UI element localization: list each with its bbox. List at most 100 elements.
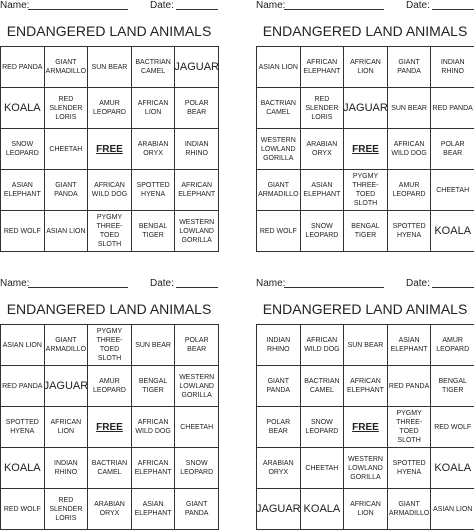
- bingo-cell: ASIAN LION: [430, 488, 474, 530]
- bingo-cell: AFRICAN ELEPHANT: [174, 169, 219, 211]
- date-line: [432, 287, 474, 288]
- bingo-cell: RED PANDA: [0, 46, 45, 88]
- bingo-cell: SNOW LEOPARD: [299, 406, 345, 448]
- bingo-cell: RED SLENDER LORIS: [43, 488, 89, 530]
- bingo-cell: AFRICAN ELEPHANT: [299, 46, 345, 88]
- bingo-cell: AFRICAN WILD DOG: [386, 128, 432, 170]
- bingo-cell: PYGMY THREE-TOED SLOTH: [386, 406, 432, 448]
- bingo-cell: BENGAL TIGER: [130, 365, 176, 407]
- bingo-cell: SNOW LEOPARD: [174, 447, 219, 489]
- bingo-cell: KOALA: [430, 210, 474, 252]
- bingo-cell: PYGMY THREE-TOED SLOTH: [87, 210, 132, 252]
- bingo-cell: SPOTTED HYENA: [130, 169, 176, 211]
- bingo-cell: SPOTTED HYENA: [0, 406, 45, 448]
- bingo-cell: POLAR BEAR: [174, 324, 219, 366]
- date-label: Date:: [406, 0, 430, 11]
- bingo-cell: WESTERN LOWLAND GORILLA: [343, 447, 388, 489]
- bingo-cell: WESTERN LOWLAND GORILLA: [174, 210, 219, 252]
- card-title: ENDANGERED LAND ANIMALS: [262, 301, 468, 317]
- date-line: [176, 9, 218, 10]
- bingo-cell: KOALA: [299, 488, 345, 530]
- bingo-cell: RED WOLF: [0, 488, 45, 530]
- bingo-cell: SUN BEAR: [130, 324, 176, 366]
- date-label: Date:: [406, 278, 430, 289]
- bingo-cell: AFRICAN WILD DOG: [130, 406, 176, 448]
- date-label: Date:: [150, 278, 174, 289]
- bingo-cell: BENGAL TIGER: [343, 210, 388, 252]
- bingo-cell: KOALA: [0, 87, 45, 129]
- bingo-cell: FREE: [87, 128, 132, 170]
- bingo-cell: AFRICAN LION: [343, 46, 388, 88]
- bingo-cell: AFRICAN LION: [130, 87, 176, 129]
- bingo-cell: BACTRIAN CAMEL: [299, 365, 345, 407]
- bingo-cell: PYGMY THREE-TOED SLOTH: [87, 324, 132, 366]
- name-line: [284, 9, 384, 10]
- bingo-cell: GIANT PANDA: [174, 488, 219, 530]
- bingo-cell: SNOW LEOPARD: [0, 128, 45, 170]
- card-title: ENDANGERED LAND ANIMALS: [6, 23, 212, 39]
- bingo-cell: AFRICAN LION: [43, 406, 89, 448]
- bingo-cell: PYGMY THREE-TOED SLOTH: [343, 169, 388, 211]
- bingo-cell: POLAR BEAR: [430, 128, 474, 170]
- bingo-cell: KOALA: [0, 447, 45, 489]
- bingo-cell: SNOW LEOPARD: [299, 210, 345, 252]
- card-title: ENDANGERED LAND ANIMALS: [262, 23, 468, 39]
- bingo-cell: GIANT PANDA: [256, 365, 301, 407]
- bingo-cell: GIANT ARMADILLO: [43, 324, 89, 366]
- bingo-cell: FREE: [343, 128, 388, 170]
- bingo-cell: RED PANDA: [386, 365, 432, 407]
- bingo-cell: GIANT PANDA: [43, 169, 89, 211]
- bingo-cell: BENGAL TIGER: [430, 365, 474, 407]
- bingo-cell: GIANT ARMADILLO: [386, 488, 432, 530]
- name-label: Name:: [0, 278, 30, 289]
- bingo-cell: SUN BEAR: [87, 46, 132, 88]
- name-label: Name:: [256, 0, 286, 11]
- bingo-cell: RED WOLF: [0, 210, 45, 252]
- bingo-cell: FREE: [343, 406, 388, 448]
- bingo-cell: ARABIAN ORYX: [87, 488, 132, 530]
- bingo-cell: AMUR LEOPARD: [386, 169, 432, 211]
- bingo-cell: ASIAN LION: [0, 324, 45, 366]
- bingo-cell: AMUR LEOPARD: [430, 324, 474, 366]
- bingo-cell: POLAR BEAR: [256, 406, 301, 448]
- bingo-cell: JAGUAR: [256, 488, 301, 530]
- bingo-cell: CHEETAH: [430, 169, 474, 211]
- bingo-cell: AFRICAN LION: [343, 488, 388, 530]
- bingo-cell: SUN BEAR: [343, 324, 388, 366]
- bingo-cell: ARABIAN ORYX: [299, 128, 345, 170]
- bingo-cell: AMUR LEOPARD: [87, 87, 132, 129]
- name-line: [28, 9, 128, 10]
- bingo-cell: RED SLENDER LORIS: [43, 87, 89, 129]
- bingo-cell: AFRICAN WILD DOG: [299, 324, 345, 366]
- bingo-cell: ARABIAN ORYX: [130, 128, 176, 170]
- name-line: [28, 287, 128, 288]
- bingo-cell: RED WOLF: [256, 210, 301, 252]
- bingo-cell: CHEETAH: [299, 447, 345, 489]
- bingo-cell: INDIAN RHINO: [430, 46, 474, 88]
- name-label: Name:: [256, 278, 286, 289]
- name-label: Name:: [0, 0, 30, 11]
- bingo-cell: BACTRIAN CAMEL: [130, 46, 176, 88]
- bingo-cell: INDIAN RHINO: [43, 447, 89, 489]
- bingo-cell: WESTERN LOWLAND GORILLA: [256, 128, 301, 170]
- bingo-cell: ASIAN LION: [43, 210, 89, 252]
- bingo-cell: BACTRIAN CAMEL: [256, 87, 301, 129]
- bingo-cell: BACTRIAN CAMEL: [87, 447, 132, 489]
- bingo-cell: SUN BEAR: [386, 87, 432, 129]
- bingo-cell: SPOTTED HYENA: [386, 447, 432, 489]
- bingo-cell: FREE: [87, 406, 132, 448]
- bingo-cell: GIANT ARMADILLO: [43, 46, 89, 88]
- bingo-cell: RED PANDA: [0, 365, 45, 407]
- bingo-cell: KOALA: [430, 447, 474, 489]
- bingo-cell: AMUR LEOPARD: [87, 365, 132, 407]
- bingo-cell: JAGUAR: [174, 46, 219, 88]
- bingo-cell: ASIAN ELEPHANT: [0, 169, 45, 211]
- date-label: Date:: [150, 0, 174, 11]
- bingo-cell: ASIAN ELEPHANT: [130, 488, 176, 530]
- date-line: [432, 9, 474, 10]
- bingo-cell: ASIAN LION: [256, 46, 301, 88]
- card-title: ENDANGERED LAND ANIMALS: [6, 301, 212, 317]
- name-line: [284, 287, 384, 288]
- bingo-cell: RED WOLF: [430, 406, 474, 448]
